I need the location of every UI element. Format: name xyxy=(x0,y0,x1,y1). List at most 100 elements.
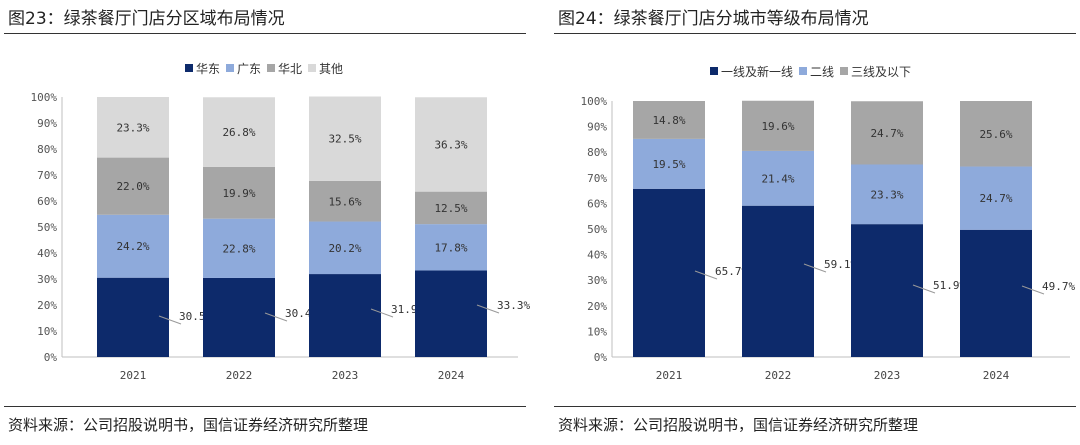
bar-segment xyxy=(960,229,1032,357)
y-tick-label: 10% xyxy=(587,325,607,338)
y-tick-label: 30% xyxy=(37,273,57,286)
bar-segment xyxy=(97,157,169,215)
bar-segment xyxy=(851,224,923,357)
data-label: 19.9% xyxy=(222,187,255,200)
bar-segment xyxy=(309,221,381,275)
bar-segment xyxy=(415,224,487,271)
source-divider xyxy=(4,406,526,407)
figure-title: 图24：绿茶餐厅门店分城市等级布局情况 xyxy=(558,9,869,29)
data-label: 17.8% xyxy=(434,241,467,254)
x-tick-label: 2024 xyxy=(438,369,465,382)
y-tick-label: 50% xyxy=(587,223,607,236)
bar-segment xyxy=(851,101,923,165)
stacked-bar-chart-region: 0% 10% 20% 30% 40% 50% 60% 70% 80% 90% 100% 华东 广东 华北 其… xyxy=(31,62,531,382)
data-label: 19.6% xyxy=(761,120,794,133)
data-label: 22.0% xyxy=(116,180,149,193)
y-tick-label: 60% xyxy=(587,197,607,210)
source-note: 资料来源：公司招股说明书，国信证券经济研究所整理 xyxy=(8,416,369,434)
data-label: 59.1% xyxy=(824,258,857,271)
x-tick-label: 2021 xyxy=(120,369,147,382)
data-label-leader xyxy=(803,263,827,273)
y-tick-label: 20% xyxy=(37,299,57,312)
legend-label: 其他 xyxy=(319,62,343,76)
bar-segment xyxy=(960,101,1032,167)
x-tick-label: 2022 xyxy=(765,369,792,382)
legend-swatch xyxy=(267,64,275,72)
title-divider xyxy=(4,33,526,34)
bar-segment xyxy=(309,96,381,181)
y-tick-label: 40% xyxy=(587,249,607,262)
data-label: 20.2% xyxy=(328,242,361,255)
legend-swatch xyxy=(185,64,193,72)
data-label-leader xyxy=(476,304,500,314)
bar-segment xyxy=(203,277,275,357)
data-label-leader xyxy=(912,284,936,294)
bar-segment xyxy=(203,97,275,167)
chart-panel-left: 图23：绿茶餐厅门店分区域布局情况 0% 10% 20% 30% 40% 50% 60% 70… xyxy=(0,0,530,445)
legend-label: 华北 xyxy=(278,62,302,76)
bar-segment xyxy=(97,214,169,278)
stacked-bar-chart-city-tier: 0% 10% 20% 30% 40% 50% 60% 70% 80% 90% 100% 一线及新一线 二… xyxy=(581,64,1076,382)
bar-segment xyxy=(415,270,487,357)
legend-swatch xyxy=(840,67,848,75)
bar-segment xyxy=(633,188,705,357)
bar-segment xyxy=(415,97,487,192)
y-tick-label: 0% xyxy=(44,351,58,364)
bar-segment xyxy=(415,191,487,225)
y-tick-label: 0% xyxy=(594,351,608,364)
data-label: 36.3% xyxy=(434,138,467,151)
data-label: 23.3% xyxy=(870,188,903,201)
x-tick-label: 2021 xyxy=(656,369,683,382)
source-divider xyxy=(554,406,1076,407)
legend-swatch xyxy=(226,64,234,72)
bar-segment xyxy=(742,100,814,151)
source-note: 资料来源：公司招股说明书，国信证券经济研究所整理 xyxy=(558,416,919,434)
data-label: 32.5% xyxy=(328,133,361,146)
bar-segment xyxy=(742,150,814,206)
y-tick-label: 90% xyxy=(587,121,607,134)
bar-segment xyxy=(851,164,923,225)
data-label: 21.4% xyxy=(761,172,794,185)
y-tick-label: 80% xyxy=(37,143,57,156)
legend-swatch xyxy=(799,67,807,75)
data-label: 24.7% xyxy=(979,192,1012,205)
x-tick-label: 2023 xyxy=(874,369,901,382)
bar-segment xyxy=(309,274,381,357)
bar-segment xyxy=(97,97,169,158)
bar-segment xyxy=(97,277,169,357)
data-label-leader xyxy=(1021,285,1045,295)
y-tick-label: 70% xyxy=(37,169,57,182)
data-label: 49.7% xyxy=(1042,280,1075,293)
data-label-leader xyxy=(264,312,288,322)
data-label: 23.3% xyxy=(116,121,149,134)
data-label: 24.2% xyxy=(116,240,149,253)
data-label-leader xyxy=(158,315,182,325)
chart-panel-right: 图24：绿茶餐厅门店分城市等级布局情况 0% 10% 20% 30% 40% 50% 60%… xyxy=(550,0,1080,445)
y-tick-label: 60% xyxy=(37,195,57,208)
legend-label: 广东 xyxy=(237,62,261,76)
title-divider xyxy=(554,33,1076,34)
y-tick-label: 100% xyxy=(581,95,608,108)
data-label: 65.7% xyxy=(715,265,748,278)
y-tick-label: 20% xyxy=(587,300,607,313)
y-tick-label: 10% xyxy=(37,325,57,338)
data-label: 15.6% xyxy=(328,195,361,208)
bar-segment xyxy=(203,166,275,219)
data-label: 12.5% xyxy=(434,202,467,215)
legend-label: 一线及新一线 xyxy=(721,64,793,79)
data-label: 25.6% xyxy=(979,128,1012,141)
data-label: 33.3% xyxy=(497,299,530,312)
bar-segment xyxy=(203,218,275,278)
x-tick-label: 2024 xyxy=(983,369,1010,382)
bar-segment xyxy=(309,180,381,222)
data-label: 24.7% xyxy=(870,127,903,140)
legend-label: 华东 xyxy=(196,62,220,76)
legend-label: 三线及以下 xyxy=(851,65,911,79)
legend-swatch xyxy=(710,67,718,75)
bar-segment xyxy=(633,101,705,139)
bar-segment xyxy=(960,166,1032,230)
y-tick-label: 40% xyxy=(37,247,57,260)
data-label: 19.5% xyxy=(652,158,685,171)
y-tick-label: 50% xyxy=(37,221,57,234)
data-label: 14.8% xyxy=(652,114,685,127)
